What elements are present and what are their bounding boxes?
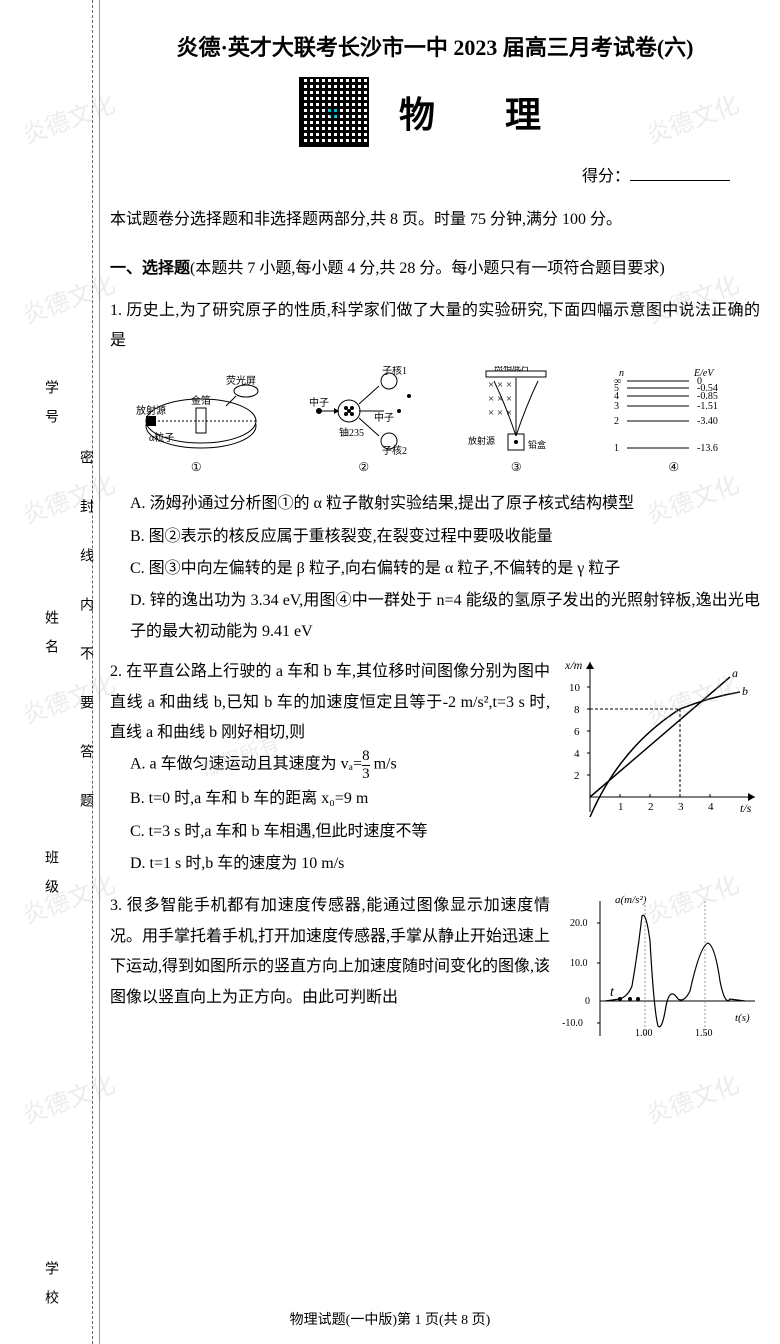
svg-text:-3.40: -3.40 (697, 416, 718, 427)
svg-text:2: 2 (648, 801, 654, 813)
q1-opt-b: B. 图②表示的核反应属于重核裂变,在裂变过程中要吸收能量 (130, 522, 760, 552)
svg-text:t: t (610, 985, 615, 1000)
svg-text:× × ×: × × × (488, 407, 512, 419)
binding-sidebar: 学 号 姓 名 班 级 学 校 密 封 线 内 不 要 答 题 (0, 0, 100, 1344)
svg-text:6: 6 (574, 726, 580, 738)
section-head: 一、选择题(本题共 7 小题,每小题 4 分,共 28 分。每小题只有一项符合题… (110, 255, 760, 284)
fig4-svg: n E/eV ∞0 5-0.54 4-0.85 3-1.51 2-3.40 1-… (609, 366, 739, 456)
svg-text:3: 3 (678, 801, 684, 813)
svg-text:金箔: 金箔 (191, 394, 211, 407)
svg-text:a: a (732, 666, 738, 680)
svg-text:中子: 中子 (309, 396, 329, 409)
svg-text:10.0: 10.0 (570, 958, 588, 969)
fig1-svg: 放射源 α粒子 金箔 荧光屏 (131, 366, 261, 456)
svg-text:子核1: 子核1 (382, 366, 407, 377)
q3-text: 很多智能手机都有加速度传感器,能通过图像显示加速度情况。用手掌托着手机,打开加速… (110, 897, 550, 1005)
svg-text:照相底片: 照相底片 (494, 366, 530, 372)
seal-note: 密 封 线 内 不 要 答 题 (75, 450, 95, 817)
svg-text:8: 8 (574, 704, 580, 716)
svg-text:子核2: 子核2 (382, 444, 407, 456)
svg-text:4: 4 (574, 748, 580, 760)
question-1: 1. 历史上,为了研究原子的性质,科学家们做了大量的实验研究,下面四幅示意图中说… (110, 296, 760, 648)
q1-fig4: n E/eV ∞0 5-0.54 4-0.85 3-1.51 2-3.40 1-… (609, 366, 739, 479)
svg-text:-1.51: -1.51 (697, 401, 718, 412)
svg-text:t/s: t/s (740, 801, 752, 815)
svg-text:4: 4 (708, 801, 714, 813)
q2-num: 2. (110, 663, 122, 680)
svg-text:中子: 中子 (374, 411, 394, 424)
q3-num: 3. (110, 897, 122, 914)
q1-fig3: 照相底片 × × × × × × × × × 放射源 铅盒 ③ (466, 366, 566, 479)
svg-text:3: 3 (614, 401, 619, 412)
watermark: 炎德文化 (641, 1065, 743, 1131)
header-row: 物 理 (110, 77, 760, 147)
q1-opt-c: C. 图③中向左偏转的是 β 粒子,向右偏转的是 α 粒子,不偏转的是 γ 粒子 (130, 554, 760, 584)
subject-title: 物 理 (399, 86, 571, 138)
question-3: t(s) a(m/s²) -10.0 0 10.0 20.0 1.00 1.50… (110, 891, 760, 1041)
section-title: 一、选择题 (110, 260, 190, 277)
svg-text:放射源: 放射源 (136, 404, 166, 417)
svg-text:-10.0: -10.0 (562, 1018, 583, 1029)
score-blank (630, 180, 730, 181)
qr-code (299, 77, 369, 147)
q1-num: 1. (110, 302, 122, 319)
svg-text:10: 10 (569, 682, 581, 694)
q1-fig1: 放射源 α粒子 金箔 荧光屏 ① (131, 366, 261, 479)
svg-text:2: 2 (614, 416, 619, 427)
sidebar-name-label: 姓 名 (40, 610, 60, 653)
svg-text:α粒子: α粒子 (149, 431, 174, 444)
svg-text:1.00: 1.00 (635, 1028, 653, 1039)
section-desc: (本题共 7 小题,每小题 4 分,共 28 分。每小题只有一项符合题目要求) (190, 260, 665, 277)
svg-text:-13.6: -13.6 (697, 443, 718, 454)
fig1-num: ① (131, 456, 261, 479)
q2-text: 在平直公路上行驶的 a 车和 b 车,其位移时间图像分别为图中直线 a 和曲线 … (110, 663, 550, 741)
svg-text:铀235: 铀235 (339, 426, 364, 439)
q1-fig2: 中子 铀235 子核1 中子 子核2 ② (304, 366, 424, 479)
svg-text:放射源: 放射源 (468, 435, 495, 446)
exam-title: 炎德·英才大联考长沙市一中 2023 届高三月考试卷(六) (110, 30, 760, 62)
svg-text:a(m/s²): a(m/s²) (615, 894, 647, 906)
svg-text:t(s): t(s) (735, 1012, 750, 1024)
fig2-svg: 中子 铀235 子核1 中子 子核2 (304, 366, 424, 456)
svg-text:2: 2 (574, 770, 580, 782)
svg-text:x/m: x/m (564, 658, 583, 672)
sidebar-class-label: 班 级 (40, 850, 60, 893)
svg-text:荧光屏: 荧光屏 (226, 374, 256, 387)
svg-text:1: 1 (614, 443, 619, 454)
q1-text: 历史上,为了研究原子的性质,科学家们做了大量的实验研究,下面四幅示意图中说法正确… (110, 302, 760, 349)
q2-opt-d: D. t=1 s 时,b 车的速度为 10 m/s (130, 849, 760, 879)
exam-intro: 本试题卷分选择题和非选择题两部分,共 8 页。时量 75 分钟,满分 100 分… (110, 206, 760, 235)
q2-graph: t/s x/m 1 2 3 4 2 4 6 8 10 a b (560, 657, 760, 817)
svg-text:1: 1 (618, 801, 624, 813)
q1-options: A. 汤姆孙通过分析图①的 α 粒子散射实验结果,提出了原子核式结构模型 B. … (130, 489, 760, 647)
fig2-num: ② (304, 456, 424, 479)
page-footer: 物理试题(一中版)第 1 页(共 8 页) (0, 1309, 780, 1329)
main-content: 炎德·英才大联考长沙市一中 2023 届高三月考试卷(六) 物 理 得分： 本试… (110, 0, 760, 1041)
svg-text:1.50: 1.50 (695, 1028, 713, 1039)
q1-opt-d: D. 锌的逸出功为 3.34 eV,用图④中一群处于 n=4 能级的氢原子发出的… (130, 586, 760, 647)
svg-text:b: b (742, 684, 748, 698)
q1-figures: 放射源 α粒子 金箔 荧光屏 ① (110, 366, 760, 479)
svg-text:20.0: 20.0 (570, 918, 588, 929)
sidebar-school-label: 学 校 (40, 1261, 60, 1304)
fig4-num: ④ (609, 456, 739, 479)
fig3-num: ③ (466, 456, 566, 479)
q2-opt-c: C. t=3 s 时,a 车和 b 车相遇,但此时速度不等 (130, 817, 760, 847)
svg-text:× × ×: × × × (488, 379, 512, 391)
svg-text:0: 0 (585, 996, 590, 1007)
score-line: 得分： (110, 162, 730, 186)
sidebar-number-label: 学 号 (40, 380, 60, 423)
svg-text:铅盒: 铅盒 (528, 439, 546, 450)
q1-opt-a: A. 汤姆孙通过分析图①的 α 粒子散射实验结果,提出了原子核式结构模型 (130, 489, 760, 519)
question-2: t/s x/m 1 2 3 4 2 4 6 8 10 a b (110, 657, 760, 881)
q3-graph: t(s) a(m/s²) -10.0 0 10.0 20.0 1.00 1.50… (560, 891, 760, 1041)
fig3-svg: 照相底片 × × × × × × × × × 放射源 铅盒 (466, 366, 566, 456)
score-label: 得分： (582, 168, 630, 185)
